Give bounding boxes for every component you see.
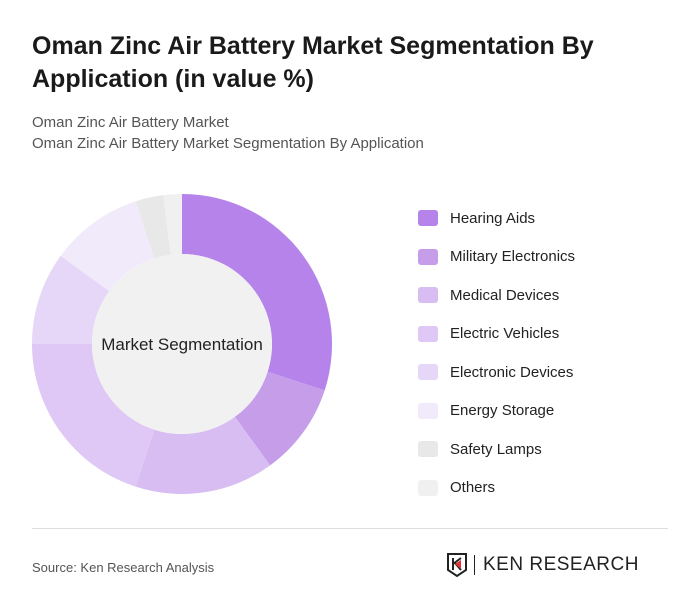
- legend-label: Electric Vehicles: [450, 325, 560, 343]
- chart-subtitle-2: Oman Zinc Air Battery Market Segmentatio…: [32, 135, 424, 152]
- legend-item: Military Electronics: [418, 238, 575, 277]
- slice-electronic-devices: [32, 255, 110, 344]
- legend-item: Electric Vehicles: [418, 315, 575, 354]
- source-text: Source: Ken Research Analysis: [32, 560, 215, 575]
- legend-swatch: [418, 364, 438, 381]
- legend-swatch: [418, 402, 438, 419]
- ken-research-logo: KEN RESEARCH: [446, 553, 639, 577]
- legend-item: Others: [418, 469, 575, 508]
- legend-swatch: [418, 325, 438, 342]
- legend-label: Energy Storage: [450, 402, 555, 420]
- legend-label: Others: [450, 479, 496, 497]
- legend: Hearing Aids Military Electronics Medical …: [418, 199, 575, 507]
- legend-swatch: [418, 287, 438, 304]
- donut-hole: [92, 254, 272, 434]
- logo-text: KEN RESEARCH: [483, 554, 639, 575]
- slice-safety-lamps: [135, 195, 171, 259]
- slice-hearing-aids: [182, 194, 332, 391]
- chart-subtitle: Oman Zinc Air Battery Market: [32, 114, 229, 131]
- slice-energy-storage: [60, 201, 155, 292]
- legend-label: Medical Devices: [450, 286, 560, 304]
- legend-item: Electronic Devices: [418, 353, 575, 392]
- legend-label: Electronic Devices: [450, 363, 574, 381]
- divider: [32, 528, 668, 529]
- slice-medical-devices: [135, 416, 271, 494]
- slice-others: [163, 194, 182, 255]
- slice-military-electronics: [234, 371, 325, 466]
- chart-title: Oman Zinc Air Battery Market Segmentatio…: [32, 32, 594, 93]
- logo-separator: [474, 555, 475, 575]
- slice-electric-vehicles: [32, 344, 155, 487]
- legend-swatch: [418, 441, 438, 458]
- legend-label: Military Electronics: [450, 248, 576, 266]
- center-label: Market Segmentation: [101, 335, 263, 354]
- donut-chart: Market Segmentation: [32, 194, 332, 494]
- legend-item: Hearing Aids: [418, 199, 575, 238]
- legend-item: Energy Storage: [418, 392, 575, 431]
- logo-icon: [447, 553, 467, 577]
- legend-swatch: [418, 479, 438, 496]
- legend-label: Safety Lamps: [450, 440, 542, 458]
- legend-item: Medical Devices: [418, 276, 575, 315]
- legend-label: Hearing Aids: [450, 209, 536, 227]
- legend-item: Safety Lamps: [418, 430, 575, 469]
- legend-swatch: [418, 248, 438, 265]
- legend-swatch: [418, 210, 438, 227]
